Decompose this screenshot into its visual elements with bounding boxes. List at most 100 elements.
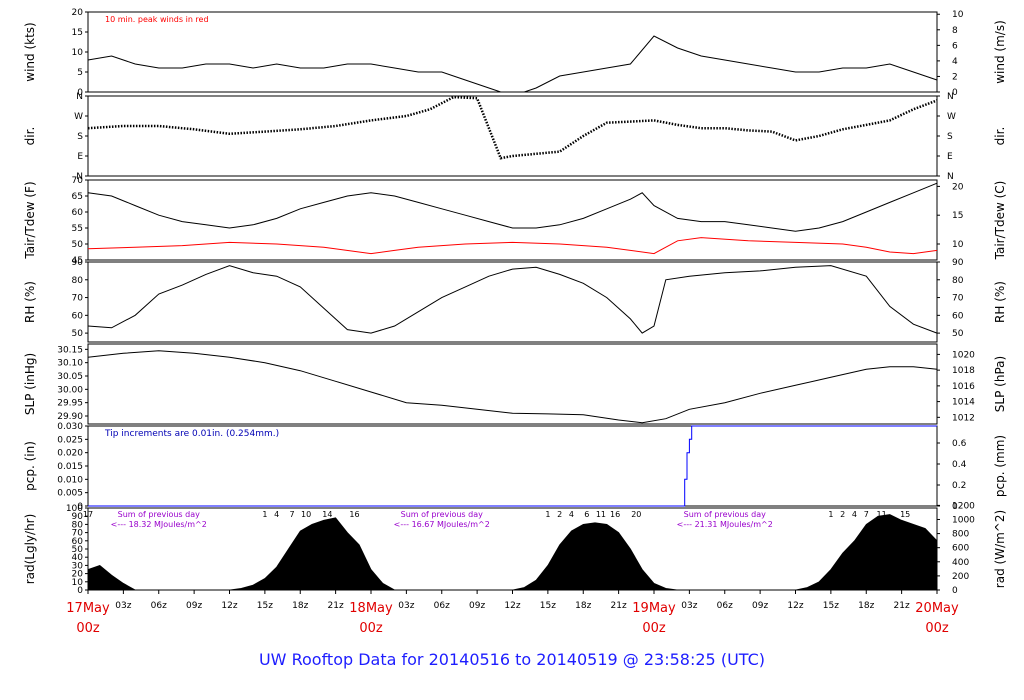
rad-ytick-label: 80	[72, 520, 84, 530]
slp-ytick-label: 30.00	[57, 385, 83, 395]
x-tick-label: 12z	[787, 601, 803, 611]
wind-ytick-label: 15	[72, 28, 83, 38]
slp-rtick-label: 1014	[952, 398, 975, 408]
rad-ytick-label: 40	[72, 553, 84, 563]
rad-rtick-label: 1000	[952, 515, 975, 525]
dir-ylabel-left: dir.	[23, 127, 37, 146]
rad-hour-label: 14	[322, 510, 332, 519]
temp-ytick-label: 50	[72, 240, 84, 250]
rad-hour-label: 11	[876, 510, 886, 519]
rad-ytick-label: 70	[72, 529, 84, 539]
series-Tair	[87, 182, 938, 232]
rh-rtick-label: 70	[952, 294, 964, 304]
slp-ytick-label: 29.90	[57, 412, 83, 422]
slp-rtick-label: 1018	[952, 366, 975, 376]
x-tick-label: 09z	[469, 601, 485, 611]
rh-frame	[87, 261, 938, 343]
pcp-annotation: Tip increments are 0.01in. (0.254mm.)	[104, 429, 279, 439]
series-wind	[87, 35, 938, 93]
rad-daily-sum-value: <--- 18.32 MJoules/m^2	[111, 520, 207, 529]
rad-hour-label: 11	[596, 510, 606, 519]
panel-wind	[85, 11, 940, 93]
pcp-rtick-label: 0.6	[952, 439, 967, 449]
rh-rtick-label: 60	[952, 311, 964, 321]
x-tick-label: 21z	[894, 601, 910, 611]
series-Tdew	[87, 237, 938, 255]
panel-temp	[85, 179, 940, 261]
x-tick-label: 15z	[540, 601, 556, 611]
x-tick-label: 06z	[151, 601, 167, 611]
pcp-ytick-label: 0	[77, 502, 83, 512]
x-tick-label: 21z	[611, 601, 627, 611]
rad-rtick-label: 0	[952, 586, 958, 596]
x-day-label: 17May	[66, 601, 110, 616]
x-day-time: 00z	[642, 621, 666, 636]
rh-ytick-label: 80	[72, 276, 84, 286]
pcp-rtick-label: 0.2	[952, 481, 966, 491]
x-day-label: 18May	[349, 601, 393, 616]
pcp-ylabel-right: pcp. (mm)	[993, 435, 1007, 497]
x-tick-label: 18z	[858, 601, 874, 611]
rad-hour-label: 16	[610, 510, 620, 519]
rad-hour-label: 4	[852, 510, 857, 519]
rh-ytick-label: 50	[72, 329, 84, 339]
rh-ylabel-right: RH (%)	[993, 281, 1007, 323]
x-tick-label: 09z	[752, 601, 768, 611]
slp-ytick-label: 30.10	[57, 359, 83, 369]
chart-title: UW Rooftop Data for 20140516 to 20140519…	[258, 650, 766, 669]
rad-hour-label: 10	[301, 510, 311, 519]
rad-daily-sum-value: <--- 16.67 MJoules/m^2	[394, 520, 490, 529]
rad-ytick-label: 20	[72, 570, 84, 580]
temp-ytick-label: 45	[72, 256, 83, 266]
rh-ytick-label: 70	[72, 294, 84, 304]
dir-ytick-label: E	[77, 152, 83, 162]
dir-ylabel-right: dir.	[993, 127, 1007, 146]
wind-ylabel-left: wind (kts)	[23, 22, 37, 81]
rad-daily-sum-value: <--- 21.31 MJoules/m^2	[677, 520, 773, 529]
rh-rtick-label: 80	[952, 276, 964, 286]
dir-rtick-label: W	[947, 112, 956, 122]
x-tick-label: 12z	[221, 601, 237, 611]
x-tick-label: 03z	[681, 601, 697, 611]
x-tick-label: 09z	[186, 601, 202, 611]
wind-ytick-label: 5	[77, 68, 83, 78]
dir-ytick-label: N	[76, 92, 83, 102]
series-SLP	[87, 350, 938, 424]
rh-rtick-label: 90	[952, 258, 964, 268]
x-tick-label: 18z	[575, 601, 591, 611]
x-day-label: 19May	[632, 601, 676, 616]
wind-ytick-label: 10	[72, 48, 84, 58]
pcp-ytick-label: 0.015	[57, 462, 83, 472]
wind-frame	[87, 11, 938, 93]
wind-rtick-label: 0	[952, 88, 958, 98]
pcp-ytick-label: 0.025	[57, 435, 83, 445]
series-radiation	[87, 514, 938, 591]
panel-slp	[85, 343, 940, 425]
rh-ylabel-left: RH (%)	[23, 281, 37, 323]
rh-ytick-label: 90	[72, 258, 84, 268]
slp-ytick-label: 30.05	[57, 372, 83, 382]
rad-daily-sum-title: Sum of previous day	[401, 510, 483, 519]
rad-ytick-label: 0	[77, 586, 83, 596]
series-RH	[87, 265, 938, 334]
rad-hour-label: 7	[864, 510, 869, 519]
wind-rtick-label: 6	[952, 41, 958, 51]
rad-ytick-label: 100	[66, 504, 83, 514]
rad-hour-label: 16	[349, 510, 359, 519]
pcp-ytick-label: 0.005	[57, 489, 83, 499]
rad-hour-label: 2	[840, 510, 845, 519]
rad-hour-label: 4	[569, 510, 574, 519]
x-day-label: 20May	[915, 601, 959, 616]
temp-rtick-label: 20	[952, 182, 964, 192]
rad-rtick-label: 600	[952, 544, 969, 554]
rad-ytick-label: 60	[72, 537, 84, 547]
slp-ylabel-right: SLP (hPa)	[993, 356, 1007, 412]
rad-rtick-label: 800	[952, 530, 969, 540]
wind-ylabel-right: wind (m/s)	[993, 20, 1007, 84]
rad-ytick-label: 50	[72, 545, 84, 555]
x-tick-label: 12z	[504, 601, 520, 611]
rh-ytick-label: 60	[72, 311, 84, 321]
rad-hour-label: 6	[584, 510, 589, 519]
temp-frame	[87, 179, 938, 261]
